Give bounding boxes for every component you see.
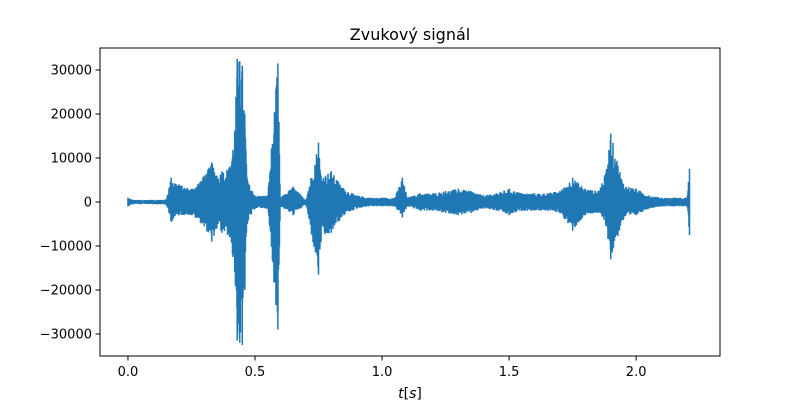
y-tick-label: 10000 bbox=[51, 152, 92, 167]
x-tick-label: 0.5 bbox=[245, 365, 266, 380]
x-tick-label: 1.5 bbox=[499, 365, 520, 380]
x-axis-label-unit: s bbox=[409, 386, 416, 400]
chart-title: Zvukový signál bbox=[350, 25, 470, 44]
x-axis-ticks: 0.0 0.5 1.0 1.5 2.0 bbox=[118, 356, 647, 380]
x-axis-label-var: t bbox=[398, 386, 404, 400]
series-line bbox=[127, 59, 691, 345]
series-layer bbox=[127, 59, 691, 345]
y-tick-label: −20000 bbox=[40, 284, 92, 299]
y-tick-label: −30000 bbox=[40, 328, 92, 343]
plot-area bbox=[99, 47, 721, 357]
y-tick-label: 0 bbox=[84, 196, 92, 211]
x-tick-label: 0.0 bbox=[118, 365, 139, 380]
y-tick-label: 30000 bbox=[51, 64, 92, 79]
y-axis-ticks: −30000 −20000 −10000 0 10000 20000 30000 bbox=[40, 64, 100, 343]
y-tick-label: −10000 bbox=[40, 240, 92, 255]
x-tick-label: 1.0 bbox=[372, 365, 393, 380]
x-axis-label-open-bracket: [ bbox=[404, 386, 409, 400]
x-axis-label: t[s] bbox=[398, 386, 422, 400]
x-tick-label: 2.0 bbox=[626, 365, 647, 380]
x-axis-label-close-bracket: ] bbox=[416, 386, 421, 400]
y-tick-label: 20000 bbox=[51, 108, 92, 123]
